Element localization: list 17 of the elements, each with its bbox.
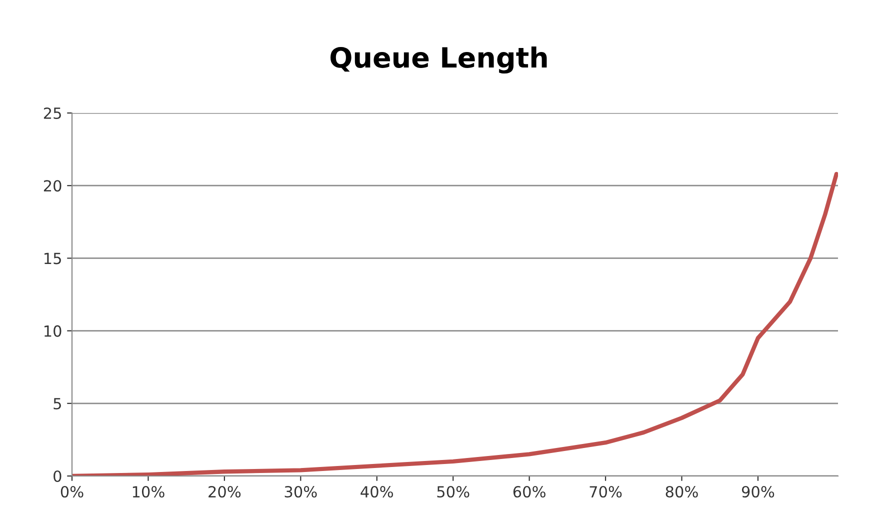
- x-tick-label: 10%: [132, 486, 164, 498]
- x-tick-label: 80%: [666, 486, 698, 498]
- y-tick-label: 15: [44, 252, 61, 264]
- y-tick-label: 5: [54, 398, 61, 410]
- x-tick-label: 40%: [360, 486, 394, 498]
- y-tick-label: 10: [44, 325, 62, 337]
- x-tick-label: 50%: [437, 486, 470, 498]
- x-tick-label: 20%: [208, 486, 241, 498]
- x-tick-label: 90%: [742, 486, 774, 498]
- x-tick-label: 30%: [284, 486, 317, 498]
- y-tick-label: 0: [54, 470, 62, 482]
- x-tick-label: 0%: [60, 486, 84, 498]
- x-tick-label: 70%: [590, 486, 622, 498]
- y-tick-label: 20: [44, 180, 62, 192]
- x-tick-label: 60%: [513, 486, 546, 498]
- chart-title: Queue Length: [330, 46, 547, 74]
- y-tick-label: 25: [44, 107, 61, 120]
